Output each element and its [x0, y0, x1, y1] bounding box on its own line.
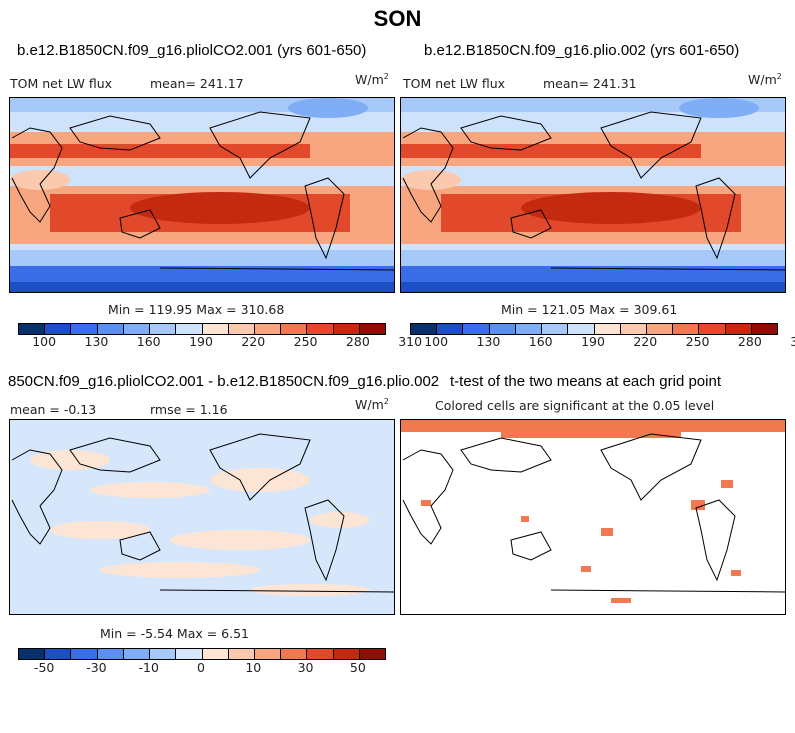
colorbar-swatch	[228, 649, 255, 659]
panel2-minmax: Min = 121.05 Max = 309.61	[501, 302, 678, 317]
colorbar-tick-label: 160	[136, 334, 161, 349]
colorbar-swatch	[71, 649, 98, 659]
panel2-title: b.e12.B1850CN.f09_g16.plio.002 (yrs 601-…	[424, 42, 740, 59]
colorbar-tick-label: 50	[349, 660, 366, 675]
panel4-title: t-test of the two means at each grid poi…	[450, 373, 721, 390]
colorbar-swatch	[568, 324, 595, 334]
panel3-title: 850CN.f09_g16.pliolCO2.001 - b.e12.B1850…	[8, 373, 440, 390]
colorbar-swatch	[123, 649, 151, 659]
colorbar-tick-label: 280	[737, 334, 762, 349]
colorbar-swatch	[489, 324, 516, 334]
colorbar-tick-label: 160	[528, 334, 553, 349]
panel2-colorbar	[410, 323, 778, 335]
season-title: SON	[373, 6, 422, 31]
colorbar-swatch	[150, 324, 177, 334]
colorbar-swatch	[281, 649, 308, 659]
panel3-map	[9, 419, 395, 615]
colorbar-tick-label: 250	[685, 334, 710, 349]
colorbar-tick-label: -10	[138, 660, 159, 675]
colorbar-swatch	[646, 324, 674, 334]
colorbar-swatch	[71, 324, 98, 334]
colorbar-swatch	[254, 324, 282, 334]
colorbar-swatch	[751, 324, 778, 334]
colorbar-swatch	[594, 324, 621, 334]
panel1-colorbar	[18, 323, 386, 335]
colorbar-swatch	[437, 324, 464, 334]
panel1-minmax: Min = 119.95 Max = 310.68	[108, 302, 285, 317]
colorbar-tick-label: 190	[189, 334, 213, 349]
colorbar-swatch	[411, 324, 438, 334]
panel2-units: W/m2	[748, 72, 782, 88]
colorbar-swatch	[620, 324, 647, 334]
colorbar-swatch	[97, 324, 124, 334]
panel4-map	[400, 419, 786, 615]
colorbar-tick-label: 280	[345, 334, 370, 349]
colorbar-tick-label: 250	[293, 334, 318, 349]
colorbar-tick-label: 130	[476, 334, 501, 349]
colorbar-swatch	[463, 324, 490, 334]
panel3-rmse: rmse = 1.16	[150, 402, 228, 417]
colorbar-swatch	[19, 649, 46, 659]
colorbar-tick-label: 220	[241, 334, 266, 349]
panel3-mean: mean = -0.13	[10, 402, 97, 417]
panel4-subtitle: Colored cells are significant at the 0.0…	[435, 398, 715, 413]
colorbar-tick-label: 10	[245, 660, 262, 675]
colorbar-swatch	[333, 324, 360, 334]
panel2-map	[400, 97, 786, 293]
panel1-title: b.e12.B1850CN.f09_g16.pliolCO2.001 (yrs …	[17, 42, 367, 59]
colorbar-tick-label: 310	[790, 334, 795, 349]
colorbar-swatch	[515, 324, 543, 334]
colorbar-swatch	[176, 324, 203, 334]
colorbar-swatch	[359, 649, 386, 659]
panel1-mean: mean= 241.17	[150, 76, 244, 91]
panel3-units: W/m2	[355, 397, 389, 413]
panel1-var-label: TOM net LW flux	[10, 76, 113, 91]
colorbar-tick-label: -30	[86, 660, 107, 675]
panel2-var-label: TOM net LW flux	[403, 76, 506, 91]
colorbar-swatch	[45, 324, 72, 334]
colorbar-swatch	[359, 324, 386, 334]
colorbar-swatch	[150, 649, 177, 659]
colorbar-tick-label: 100	[32, 334, 57, 349]
colorbar-swatch	[97, 649, 124, 659]
colorbar-swatch	[673, 324, 700, 334]
colorbar-swatch	[45, 649, 72, 659]
colorbar-swatch	[228, 324, 255, 334]
colorbar-tick-label: -50	[33, 660, 55, 675]
colorbar-tick-label: 30	[297, 660, 314, 675]
colorbar-swatch	[307, 324, 334, 334]
colorbar-swatch	[202, 649, 229, 659]
panel1-map	[9, 97, 395, 293]
panel1-map-graphic	[10, 98, 394, 292]
colorbar-swatch	[123, 324, 151, 334]
colorbar-swatch	[542, 324, 569, 334]
panel3-map-graphic	[10, 420, 394, 614]
colorbar-tick-label: 190	[581, 334, 605, 349]
colorbar-swatch	[176, 649, 203, 659]
colorbar-swatch	[281, 324, 308, 334]
colorbar-tick-label: 220	[633, 334, 658, 349]
panel3-colorbar	[18, 648, 386, 660]
colorbar-tick-label: 130	[84, 334, 109, 349]
colorbar-swatch	[725, 324, 752, 334]
colorbar-swatch	[19, 324, 46, 334]
panel1-units: W/m2	[355, 72, 389, 88]
colorbar-tick-label: 0	[197, 660, 205, 675]
colorbar-swatch	[699, 324, 726, 334]
panel2-map-graphic	[401, 98, 785, 292]
panel4-map-graphic	[401, 420, 785, 614]
colorbar-tick-label: 100	[424, 334, 449, 349]
panel2-mean: mean= 241.31	[543, 76, 637, 91]
colorbar-swatch	[333, 649, 360, 659]
colorbar-swatch	[202, 324, 229, 334]
colorbar-swatch	[307, 649, 334, 659]
colorbar-tick-label: 310	[398, 334, 423, 349]
panel3-minmax: Min = -5.54 Max = 6.51	[100, 626, 250, 641]
colorbar-swatch	[254, 649, 282, 659]
